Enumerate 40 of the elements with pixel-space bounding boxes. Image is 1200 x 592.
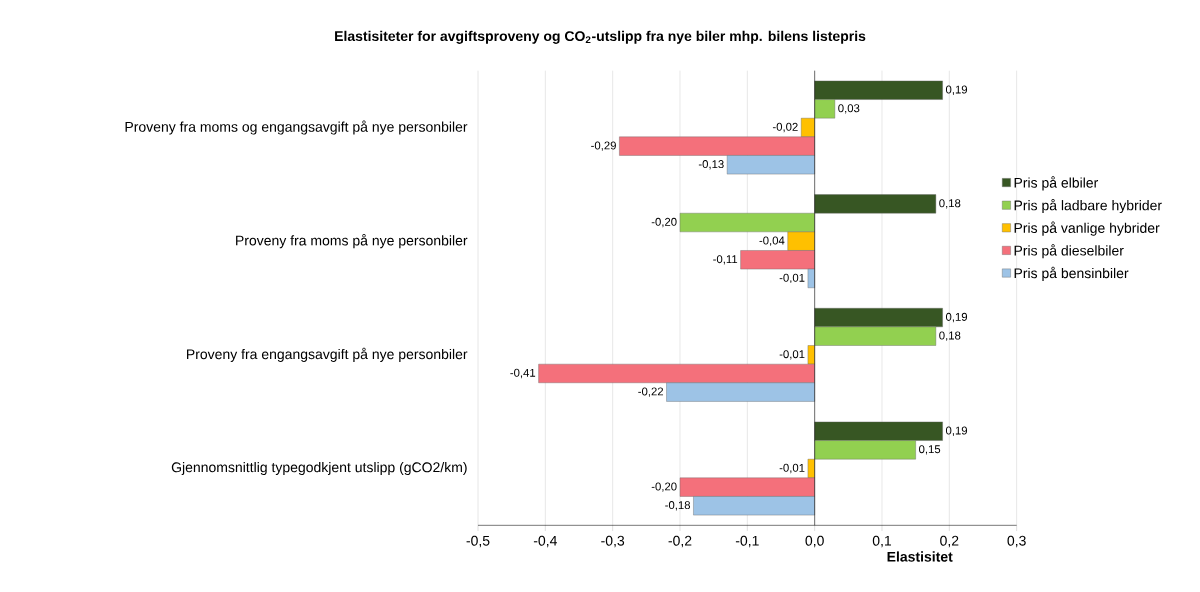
legend-label: Pris på elbiler [1014,176,1099,191]
data-label: 0,18 [939,199,961,209]
data-label: -0,41 [510,368,536,379]
data-label: 0,19 [945,312,968,323]
data-label: -0,22 [638,387,664,397]
x-axis-title: Elastisitet [887,551,953,562]
legend-label: Pris på bensinbiler [1014,266,1129,281]
x-tick-label: -0,2 [668,535,692,548]
data-label: 0,15 [919,445,941,455]
data-label: -0,20 [651,217,677,228]
data-label: -0,18 [665,501,691,511]
data-label: -0,13 [698,160,724,170]
x-tick-label: -0,4 [533,535,557,548]
chart-title: Elastisiteter for avgiftsproveny og CO$_{2}$-utslipp fra nye biler mhp. bilens listepris [335,30,866,44]
data-label: -0,29 [591,141,616,151]
data-label: -0,01 [779,350,805,360]
y-tick-label: Proveny fra moms og engangsavgift på nye personbiler [125,120,468,135]
x-tick-label: -0,3 [601,535,625,548]
x-tick-label: -0,5 [466,535,490,548]
data-label: 0,19 [945,85,968,95]
x-tick-label: 0,2 [940,535,959,548]
y-tick-label: Proveny fra moms på nye personbiler [236,234,468,249]
legend-label: Pris på ladbare hybrider [1014,198,1162,214]
data-label: -0,01 [779,273,805,284]
x-tick-label: -0,1 [735,535,759,548]
data-label: -0,20 [651,482,677,492]
data-label: -0,01 [779,463,805,474]
y-tick-label: Gjennomsnittlig typegodkjent utslipp (gCO2/km) [171,461,467,476]
data-label: -0,04 [759,236,785,246]
x-tick-label: 0,0 [805,535,824,548]
legend-label: Pris på vanlige hybrider [1014,221,1160,236]
data-label: 0,03 [838,104,860,114]
data-label: 0,18 [939,331,961,341]
x-tick-label: 0,1 [872,535,892,548]
y-tick-label: Proveny fra engangsavgift på nye personbiler [187,347,468,362]
data-label: -0,02 [772,122,798,133]
legend-label: Pris på dieselbiler [1014,244,1124,259]
x-tick-label: 0,3 [1007,535,1026,548]
data-label: 0,19 [945,426,968,436]
data-label: -0,11 [713,255,738,265]
